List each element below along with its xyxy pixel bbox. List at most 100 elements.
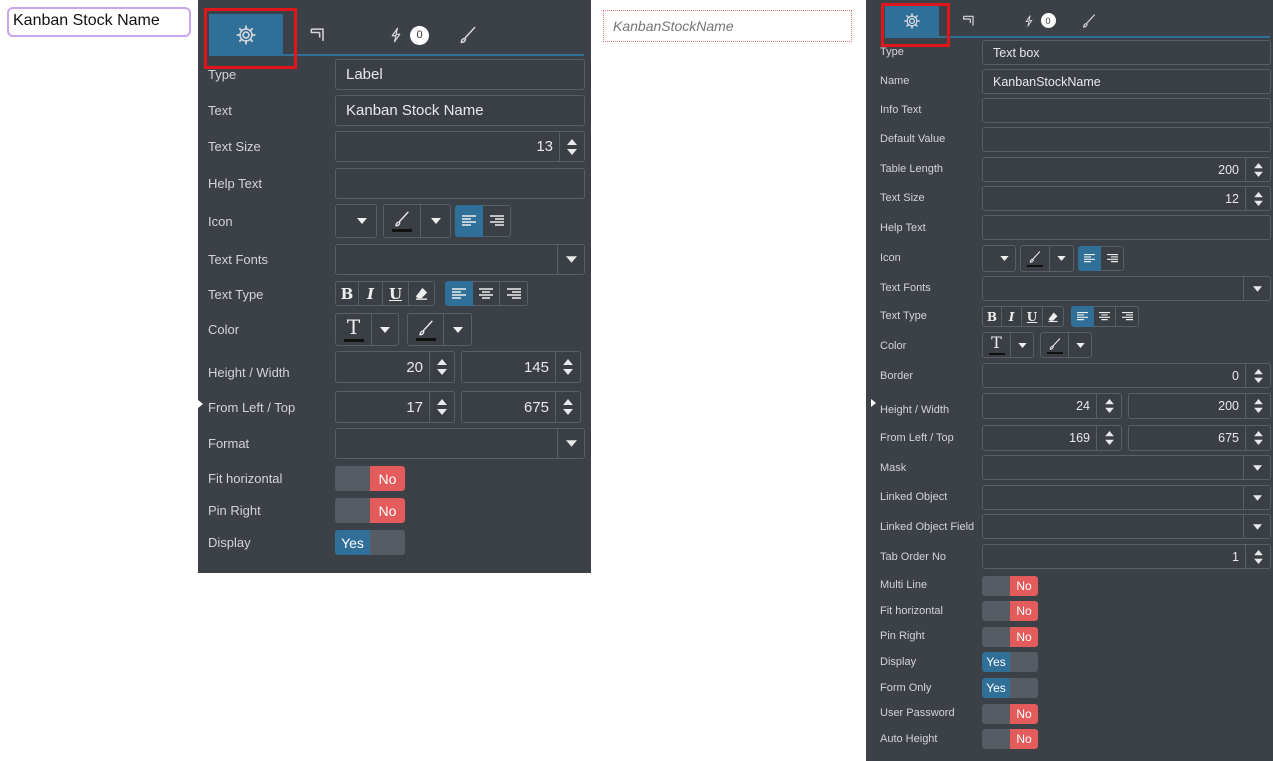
icon-color-button[interactable] <box>1020 245 1050 272</box>
tab-events[interactable]: 0 <box>1016 5 1061 36</box>
stepper-arrows-icon[interactable] <box>1096 394 1121 418</box>
tab-style[interactable] <box>1076 5 1101 36</box>
icon-color-dropdown[interactable] <box>1050 245 1074 272</box>
name-input[interactable]: KanbanStockName <box>982 69 1271 94</box>
text-align-right-button[interactable] <box>500 281 528 306</box>
stepper-arrows-icon[interactable] <box>1245 364 1270 387</box>
clear-format-button[interactable] <box>1043 306 1064 327</box>
tab-events[interactable]: 0 <box>378 14 438 56</box>
width-stepper[interactable]: 200 <box>1128 393 1271 419</box>
text-input[interactable]: Kanban Stock Name <box>335 95 585 126</box>
type-field[interactable]: Label <box>335 59 585 90</box>
text-align-left-button[interactable] <box>1071 306 1094 327</box>
form-only-toggle[interactable]: Yes <box>982 678 1038 698</box>
align-left-button[interactable] <box>1078 246 1101 271</box>
bold-button[interactable]: B <box>335 281 359 306</box>
gear-icon <box>903 12 921 30</box>
text-style-group: B I U <box>982 306 1064 327</box>
format-select[interactable] <box>335 428 585 459</box>
help-text-input[interactable] <box>982 215 1271 240</box>
tab-settings[interactable] <box>209 14 283 56</box>
default-value-input[interactable] <box>982 127 1271 152</box>
text-color-dropdown[interactable] <box>1011 332 1034 358</box>
stepper-arrows-icon[interactable] <box>429 392 454 422</box>
text-fonts-select[interactable] <box>982 276 1271 301</box>
icon-select[interactable] <box>335 204 377 238</box>
mask-select[interactable] <box>982 455 1271 480</box>
text-color-button[interactable]: T <box>335 313 372 346</box>
icon-select[interactable] <box>982 245 1016 272</box>
left-stepper[interactable]: 17 <box>335 391 455 423</box>
width-stepper[interactable]: 145 <box>461 351 581 383</box>
table-length-stepper[interactable]: 200 <box>982 157 1271 182</box>
pin-right-toggle[interactable]: No <box>335 498 405 523</box>
chevron-down-icon[interactable] <box>1243 486 1270 509</box>
align-left-button[interactable] <box>455 205 483 237</box>
bg-color-dropdown[interactable] <box>1069 332 1092 358</box>
stepper-arrows-icon[interactable] <box>559 132 584 161</box>
border-stepper[interactable]: 0 <box>982 363 1271 388</box>
text-align-center-button[interactable] <box>1094 306 1116 327</box>
bg-color-dropdown[interactable] <box>444 313 472 346</box>
user-password-toggle[interactable]: No <box>982 704 1038 724</box>
clear-format-button[interactable] <box>409 281 435 306</box>
icon-color-dropdown[interactable] <box>421 204 451 238</box>
chevron-down-icon[interactable] <box>1243 277 1270 300</box>
type-field[interactable]: Text box <box>982 40 1271 65</box>
fit-horizontal-toggle[interactable]: No <box>335 466 405 491</box>
pin-right-toggle[interactable]: No <box>982 627 1038 647</box>
underline-button[interactable]: U <box>383 281 409 306</box>
tab-settings[interactable] <box>885 5 939 36</box>
stepper-arrows-icon[interactable] <box>1245 394 1270 418</box>
stepper-arrows-icon[interactable] <box>1245 545 1270 568</box>
help-text-input[interactable] <box>335 168 585 199</box>
align-right-button[interactable] <box>1101 246 1124 271</box>
icon-color-button[interactable] <box>383 204 421 238</box>
top-stepper[interactable]: 675 <box>461 391 581 423</box>
fit-horizontal-toggle[interactable]: No <box>982 601 1038 621</box>
textbox-widget-preview[interactable] <box>603 10 852 42</box>
text-fonts-select[interactable] <box>335 244 585 275</box>
stepper-arrows-icon[interactable] <box>555 392 580 422</box>
linked-object-select[interactable] <box>982 485 1271 510</box>
text-align-left-button[interactable] <box>445 281 473 306</box>
tab-order-stepper[interactable]: 1 <box>982 544 1271 569</box>
stepper-arrows-icon[interactable] <box>1245 426 1270 450</box>
tab-style[interactable] <box>448 14 488 56</box>
underline-button[interactable]: U <box>1022 306 1043 327</box>
stepper-arrows-icon[interactable] <box>1245 187 1270 210</box>
tab-layout[interactable] <box>298 14 338 56</box>
bg-color-button[interactable] <box>1040 332 1069 358</box>
bold-button[interactable]: B <box>982 306 1002 327</box>
bg-color-button[interactable] <box>407 313 444 346</box>
display-toggle[interactable]: Yes <box>982 652 1038 672</box>
italic-button[interactable]: I <box>359 281 383 306</box>
left-stepper[interactable]: 169 <box>982 425 1122 451</box>
display-toggle[interactable]: Yes <box>335 530 405 555</box>
label-widget-preview[interactable]: Kanban Stock Name <box>7 7 191 37</box>
linked-object-field-select[interactable] <box>982 514 1271 539</box>
stepper-arrows-icon[interactable] <box>429 352 454 382</box>
multi-line-toggle[interactable]: No <box>982 576 1038 596</box>
align-right-button[interactable] <box>483 205 511 237</box>
text-color-button[interactable]: T <box>982 332 1011 358</box>
tab-layout[interactable] <box>956 5 981 36</box>
chevron-down-icon[interactable] <box>1243 515 1270 538</box>
text-align-right-button[interactable] <box>1116 306 1139 327</box>
text-color-dropdown[interactable] <box>372 313 399 346</box>
text-align-center-button[interactable] <box>473 281 500 306</box>
text-size-stepper[interactable]: 12 <box>982 186 1271 211</box>
height-stepper[interactable]: 24 <box>982 393 1122 419</box>
stepper-arrows-icon[interactable] <box>555 352 580 382</box>
chevron-down-icon[interactable] <box>1243 456 1270 479</box>
stepper-arrows-icon[interactable] <box>1245 158 1270 181</box>
chevron-down-icon[interactable] <box>557 245 584 274</box>
text-size-stepper[interactable]: 13 <box>335 131 585 162</box>
top-stepper[interactable]: 675 <box>1128 425 1271 451</box>
italic-button[interactable]: I <box>1002 306 1022 327</box>
stepper-arrows-icon[interactable] <box>1096 426 1121 450</box>
auto-height-toggle[interactable]: No <box>982 729 1038 749</box>
height-stepper[interactable]: 20 <box>335 351 455 383</box>
info-text-input[interactable] <box>982 98 1271 123</box>
chevron-down-icon[interactable] <box>557 429 584 458</box>
